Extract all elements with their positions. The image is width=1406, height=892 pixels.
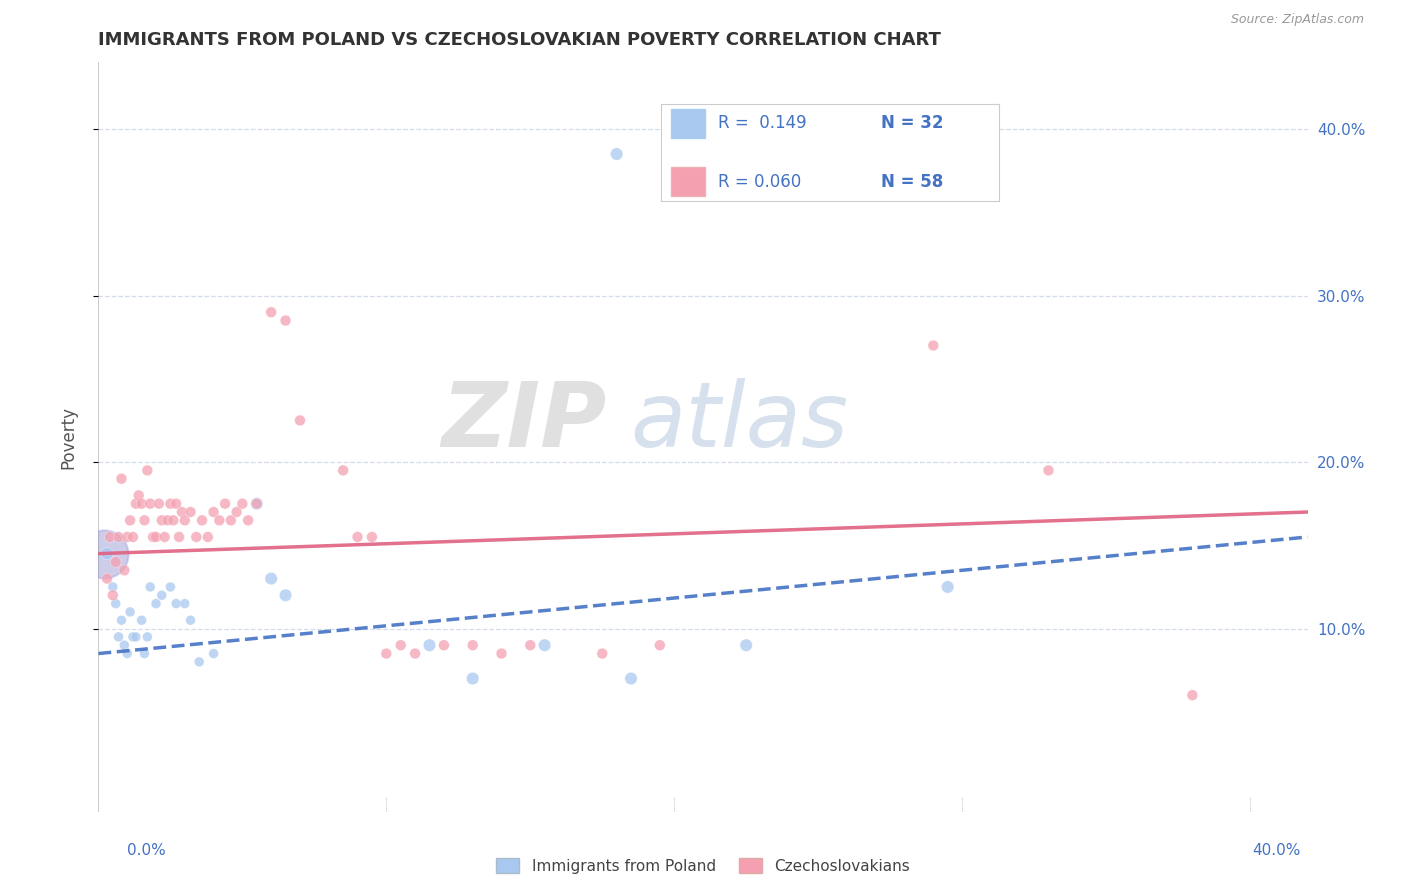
Point	[139, 497, 162, 511]
Point	[131, 497, 153, 511]
Point	[170, 505, 193, 519]
Point	[361, 530, 384, 544]
Point	[219, 513, 242, 527]
Point	[274, 313, 297, 327]
Point	[180, 505, 202, 519]
Point	[159, 580, 181, 594]
Point	[125, 630, 148, 644]
Point	[246, 497, 269, 511]
Point	[188, 655, 211, 669]
Point	[131, 613, 153, 627]
Point	[112, 638, 135, 652]
Point	[346, 530, 368, 544]
Point	[93, 547, 115, 561]
Point	[110, 613, 132, 627]
Point	[110, 472, 132, 486]
Point	[159, 497, 181, 511]
Point	[136, 630, 159, 644]
Point	[101, 588, 124, 602]
Point	[519, 638, 541, 652]
Point	[145, 530, 167, 544]
Point	[107, 530, 129, 544]
Text: IMMIGRANTS FROM POLAND VS CZECHOSLOVAKIAN POVERTY CORRELATION CHART: IMMIGRANTS FROM POLAND VS CZECHOSLOVAKIA…	[98, 31, 941, 49]
Point	[98, 530, 121, 544]
Point	[274, 588, 297, 602]
Point	[120, 605, 142, 619]
Point	[107, 630, 129, 644]
Point	[214, 497, 236, 511]
Y-axis label: Poverty: Poverty	[59, 406, 77, 468]
Point	[260, 305, 283, 319]
Point	[260, 572, 283, 586]
Point	[142, 530, 165, 544]
Point	[533, 638, 555, 652]
Point	[620, 672, 643, 686]
Point	[186, 530, 208, 544]
Point	[125, 497, 148, 511]
Point	[461, 672, 484, 686]
Point	[122, 630, 145, 644]
Point	[1038, 463, 1060, 477]
Point	[112, 563, 135, 577]
Point	[246, 497, 269, 511]
Point	[173, 597, 195, 611]
Text: atlas: atlas	[630, 378, 848, 467]
Point	[197, 530, 219, 544]
Point	[96, 547, 118, 561]
Point	[115, 647, 138, 661]
Point	[418, 638, 440, 652]
Point	[153, 530, 176, 544]
Point	[735, 638, 758, 652]
Point	[404, 647, 426, 661]
Text: ZIP: ZIP	[441, 378, 606, 467]
Point	[167, 530, 190, 544]
Point	[1181, 688, 1204, 702]
Point	[491, 647, 513, 661]
Point	[208, 513, 231, 527]
Point	[936, 580, 959, 594]
Text: Source: ZipAtlas.com: Source: ZipAtlas.com	[1230, 13, 1364, 27]
Point	[648, 638, 671, 652]
Point	[236, 513, 259, 527]
Text: 40.0%: 40.0%	[1253, 843, 1301, 858]
Point	[162, 513, 184, 527]
Point	[591, 647, 613, 661]
Point	[288, 413, 311, 427]
Point	[202, 647, 225, 661]
Point	[461, 638, 484, 652]
Point	[165, 497, 187, 511]
Point	[922, 338, 945, 352]
Point	[96, 572, 118, 586]
Point	[375, 647, 398, 661]
Point	[134, 647, 156, 661]
Point	[150, 513, 173, 527]
Point	[122, 530, 145, 544]
Point	[433, 638, 456, 652]
Point	[104, 555, 127, 569]
Point	[332, 463, 354, 477]
Point	[145, 597, 167, 611]
Point	[120, 513, 142, 527]
Legend: Immigrants from Poland, Czechoslovakians: Immigrants from Poland, Czechoslovakians	[491, 852, 915, 880]
Point	[115, 530, 138, 544]
Point	[173, 513, 195, 527]
Point	[156, 513, 179, 527]
Point	[165, 597, 187, 611]
Point	[148, 497, 170, 511]
Point	[180, 613, 202, 627]
Point	[202, 505, 225, 519]
Point	[104, 597, 127, 611]
Point	[150, 588, 173, 602]
Point	[389, 638, 412, 652]
Text: 0.0%: 0.0%	[127, 843, 166, 858]
Point	[101, 580, 124, 594]
Point	[128, 488, 150, 502]
Point	[225, 505, 247, 519]
Point	[139, 580, 162, 594]
Point	[134, 513, 156, 527]
Point	[136, 463, 159, 477]
Point	[606, 147, 628, 161]
Point	[231, 497, 253, 511]
Point	[191, 513, 214, 527]
